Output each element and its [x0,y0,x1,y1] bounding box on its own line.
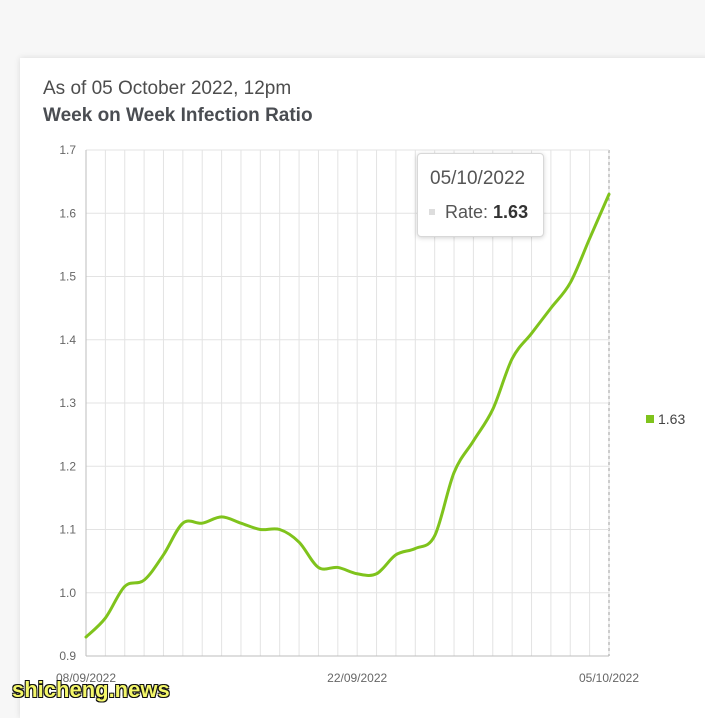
data-tooltip: 05/10/2022 Rate: 1.63 [417,153,544,237]
chart-card [20,58,705,718]
x-tick-label: 22/09/2022 [327,671,387,685]
y-tick-label: 1.3 [59,396,76,410]
y-tick-label: 1.1 [59,523,76,537]
x-tick-label: 05/10/2022 [579,671,639,685]
y-axis-ticks: 0.9 1.0 1.1 1.2 1.3 1.4 1.5 1.6 1.7 [59,143,76,663]
y-tick-label: 1.6 [59,206,76,220]
tooltip-marker-icon [429,209,435,215]
x-tick-label: 08/09/2022 [56,671,116,685]
legend-swatch-icon [646,415,654,423]
horizontal-grid [85,149,609,657]
y-tick-label: 1.4 [59,333,76,347]
x-axis-ticks: 08/09/2022 22/09/2022 05/10/2022 [56,671,639,685]
legend-label: 1.63 [658,411,686,427]
y-tick-label: 1.5 [59,270,76,284]
y-tick-label: 1.7 [59,143,76,157]
y-tick-label: 1.0 [59,586,76,600]
tooltip-label: Rate: [445,202,489,222]
chart-title: Week on Week Infection Ratio [43,105,313,126]
y-tick-label: 1.2 [59,459,76,473]
tooltip-row: Rate: 1.63 [445,202,528,223]
series-group [84,192,611,639]
tooltip-date: 05/10/2022 [430,168,526,189]
chart-subtitle: As of 05 October 2022, 12pm [43,78,292,99]
y-tick-label: 0.9 [59,649,76,663]
legend[interactable]: 1.63 [646,411,685,427]
watermark: shicheng.news [12,677,170,702]
tooltip-value: 1.63 [493,202,529,222]
series-line [84,192,611,639]
